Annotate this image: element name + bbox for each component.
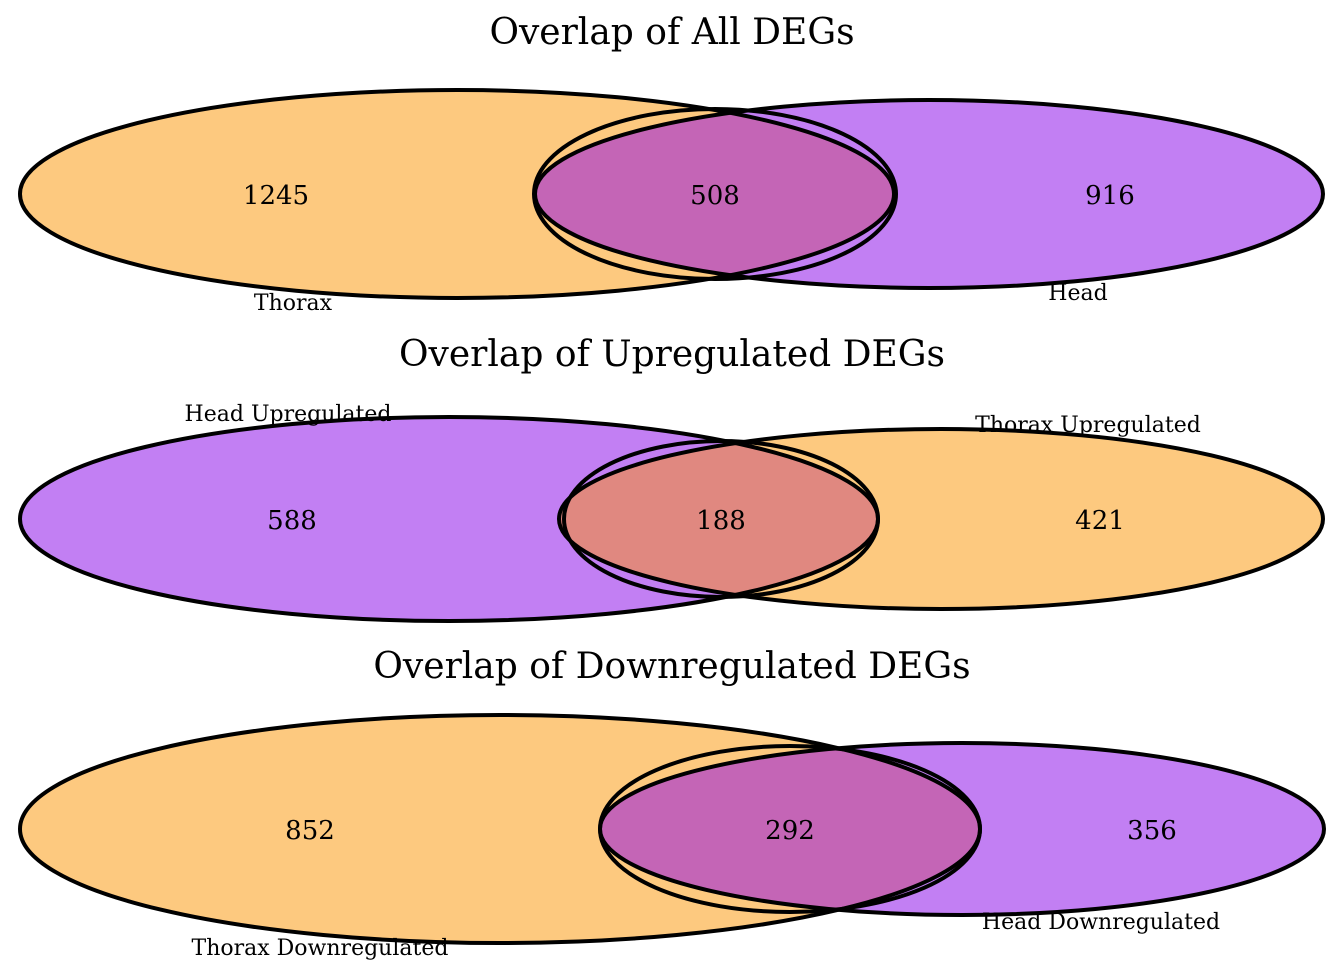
intersection-outline (532, 107, 898, 281)
chart-title: Overlap of All DEGs (489, 12, 854, 53)
intersection-count: 292 (765, 816, 815, 846)
chart-title: Overlap of Upregulated DEGs (399, 334, 945, 375)
set-b-outline (557, 427, 1325, 611)
set-a-only-count: 852 (285, 816, 335, 846)
set-a-only-count: 588 (267, 506, 317, 536)
intersection-outline (562, 439, 880, 599)
set-b-label: Thorax Upregulated (975, 413, 1201, 438)
set-a-only-count: 1245 (243, 181, 309, 211)
chart-title: Overlap of Downregulated DEGs (373, 646, 970, 687)
venn-panel-all: Overlap of All DEGs 1245 508 916 Thorax … (18, 12, 1325, 316)
intersection-fill (559, 429, 878, 609)
set-b-only-count: 421 (1075, 506, 1125, 536)
intersection-count: 508 (690, 181, 740, 211)
set-b-label: Head Downregulated (982, 910, 1220, 935)
intersection-outline (598, 744, 982, 914)
intersection-count: 188 (696, 506, 746, 536)
intersection-fill (535, 100, 894, 288)
set-b-only-count: 916 (1085, 181, 1135, 211)
set-a-label: Thorax (254, 291, 333, 316)
venn-panel-upregulated: Overlap of Upregulated DEGs 588 188 421 … (18, 334, 1325, 623)
venn-panel-downregulated: Overlap of Downregulated DEGs 852 292 35… (18, 646, 1326, 960)
set-b-only-count: 356 (1127, 816, 1177, 846)
set-a-label: Head Upregulated (185, 402, 392, 427)
set-a-label: Thorax Downregulated (192, 936, 449, 960)
set-b-label: Head (1048, 281, 1107, 306)
intersection-fill (600, 743, 980, 915)
